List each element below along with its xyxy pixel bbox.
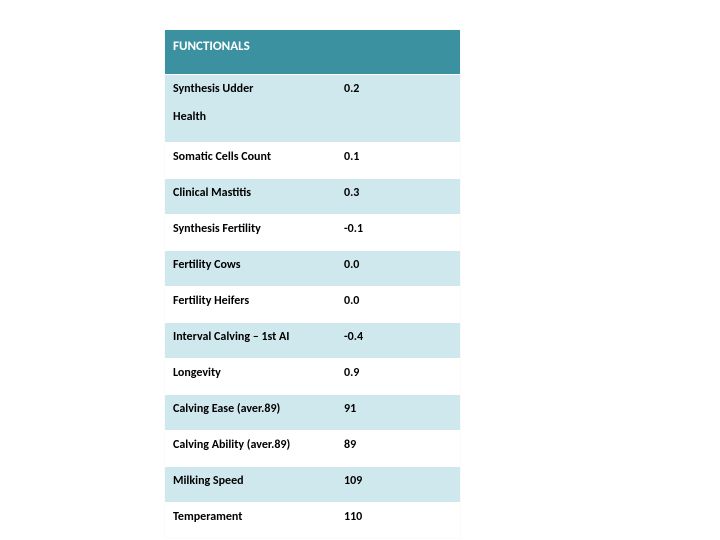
- cell-value: -0.1: [336, 215, 460, 250]
- table-row: Longevity 0.9: [165, 358, 460, 394]
- cell-value: 109: [336, 467, 460, 502]
- cell-label: Synthesis Udder: [165, 75, 336, 110]
- table-row: Clinical Mastitis 0.3: [165, 178, 460, 214]
- cell-value: 0.3: [336, 179, 460, 214]
- table-row: Milking Speed 109: [165, 466, 460, 502]
- functionals-table: FUNCTIONALS Synthesis Udder 0.2 Health S…: [165, 30, 460, 538]
- table-header: FUNCTIONALS: [165, 30, 460, 74]
- cell-label: Interval Calving – 1st AI: [165, 323, 336, 358]
- cell-label: Temperament: [165, 503, 336, 538]
- cell-label-line2: Health: [165, 110, 336, 142]
- cell-label: Calving Ability (aver.89): [165, 431, 336, 466]
- table-row: Temperament 110: [165, 502, 460, 538]
- table-row: Somatic Cells Count 0.1: [165, 142, 460, 178]
- cell-label: Longevity: [165, 359, 336, 394]
- cell-value: 0.2: [336, 75, 460, 110]
- cell-label: Somatic Cells Count: [165, 143, 336, 178]
- cell-value: 0.0: [336, 251, 460, 286]
- table-row: Interval Calving – 1st AI -0.4: [165, 322, 460, 358]
- cell-value: 0.0: [336, 287, 460, 322]
- cell-label: Synthesis Fertility: [165, 215, 336, 250]
- table-row: Synthesis Udder 0.2: [165, 74, 460, 110]
- cell-value: 89: [336, 431, 460, 466]
- cell-value: 91: [336, 395, 460, 430]
- table-row: Calving Ease (aver.89) 91: [165, 394, 460, 430]
- cell-label: Milking Speed: [165, 467, 336, 502]
- cell-label: Fertility Heifers: [165, 287, 336, 322]
- cell-label: Fertility Cows: [165, 251, 336, 286]
- cell-value: -0.4: [336, 323, 460, 358]
- cell-value: 0.9: [336, 359, 460, 394]
- table-row: Fertility Cows 0.0: [165, 250, 460, 286]
- table-row: Calving Ability (aver.89) 89: [165, 430, 460, 466]
- cell-label: Calving Ease (aver.89): [165, 395, 336, 430]
- cell-label: Clinical Mastitis: [165, 179, 336, 214]
- table-row-continuation: Health: [165, 110, 460, 142]
- table-row: Synthesis Fertility -0.1: [165, 214, 460, 250]
- cell-value: 110: [336, 503, 460, 538]
- table-row: Fertility Heifers 0.0: [165, 286, 460, 322]
- cell-value: 0.1: [336, 143, 460, 178]
